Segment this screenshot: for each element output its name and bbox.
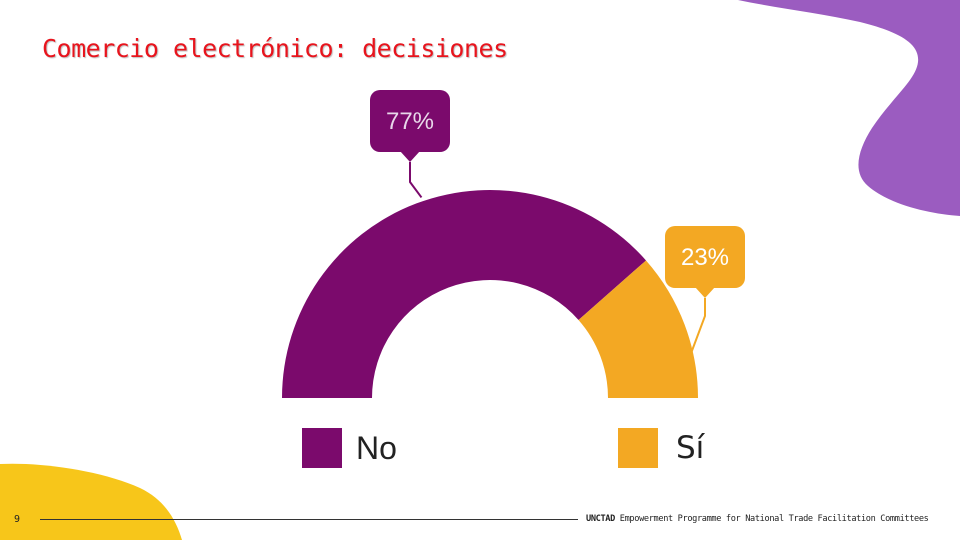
slide-title: Comercio electrónico: decisiones: [42, 34, 508, 63]
footer-divider: [40, 519, 578, 520]
footer-program: Empowerment Programme for National Trade…: [619, 514, 929, 524]
legend-label-si: Sí: [676, 430, 705, 466]
footer-org: UNCTAD: [586, 514, 615, 524]
slice-no: [282, 189, 647, 398]
legend-label-no: No: [356, 429, 397, 466]
callout-no: 77%: [370, 90, 450, 199]
callout-pointer: [400, 151, 420, 162]
callout-si: 23%: [665, 226, 745, 355]
data-label-si: 23%: [681, 244, 729, 271]
slice-si: [578, 260, 698, 398]
purple-corner-shape: [738, 0, 960, 216]
yellow-corner-shape: [0, 463, 182, 540]
callout-box: [665, 226, 745, 288]
data-label-no: 77%: [386, 108, 434, 135]
callout-leader-line: [409, 162, 423, 199]
callout-box: [370, 90, 450, 152]
callout-leader-line: [689, 298, 706, 355]
legend-item-no: No: [302, 428, 397, 468]
legend-item-si: Sí: [618, 428, 704, 468]
footer-caption: UNCTAD Empowerment Programme for Nationa…: [586, 514, 929, 524]
page-number: 9: [14, 514, 21, 525]
legend-swatch-no: [302, 428, 342, 468]
callout-pointer: [695, 287, 715, 298]
legend-swatch-si: [618, 428, 658, 468]
